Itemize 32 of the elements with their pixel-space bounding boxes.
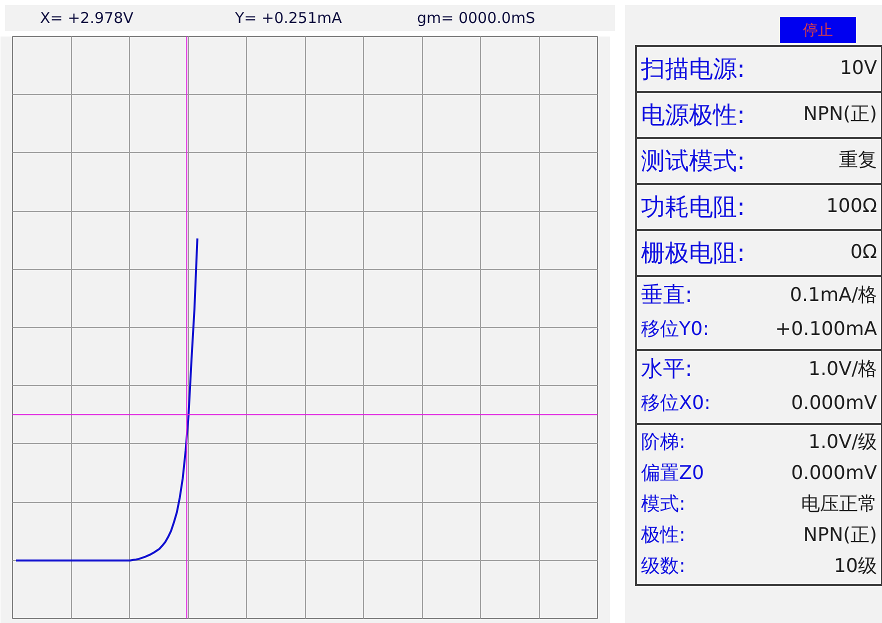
text: 水平: bbox=[641, 356, 692, 384]
text: 扫描电源: bbox=[641, 54, 746, 85]
text: +0.100mA bbox=[775, 317, 877, 342]
text: 10级 bbox=[834, 554, 877, 579]
text: 移位Y0: bbox=[641, 317, 710, 342]
text: 电压正常 bbox=[801, 492, 877, 517]
text: 0.000mV bbox=[791, 391, 877, 416]
text: 偏置Z0 bbox=[641, 460, 704, 486]
text: 级数: bbox=[641, 554, 686, 579]
text: 栅极电阻: bbox=[641, 238, 746, 269]
text: NPN(正) bbox=[803, 102, 877, 128]
text: 100Ω bbox=[826, 194, 877, 220]
text: 1.0V/格 bbox=[808, 357, 877, 382]
text: Y= +0.251mA bbox=[235, 8, 342, 29]
text: 移位X0: bbox=[641, 391, 711, 416]
text: X= +2.978V bbox=[40, 8, 134, 29]
text: 功耗电阻: bbox=[641, 192, 746, 223]
text: 0.1mA/格 bbox=[790, 283, 877, 308]
text: 10V bbox=[840, 56, 877, 82]
text: 重复 bbox=[839, 148, 877, 174]
text: 电源极性: bbox=[641, 100, 746, 131]
text: gm= 0000.0mS bbox=[417, 8, 536, 29]
text: 极性: bbox=[641, 522, 686, 548]
text: 阶梯: bbox=[641, 430, 686, 455]
text: 垂直: bbox=[641, 282, 692, 310]
text: 0.000mV bbox=[791, 460, 877, 486]
text: 模式: bbox=[641, 492, 686, 517]
text: 测试模式: bbox=[641, 146, 746, 177]
text: 1.0V/级 bbox=[808, 430, 877, 455]
text: 停止 bbox=[780, 17, 856, 43]
text: 0Ω bbox=[850, 240, 877, 266]
text: NPN(正) bbox=[803, 522, 877, 548]
